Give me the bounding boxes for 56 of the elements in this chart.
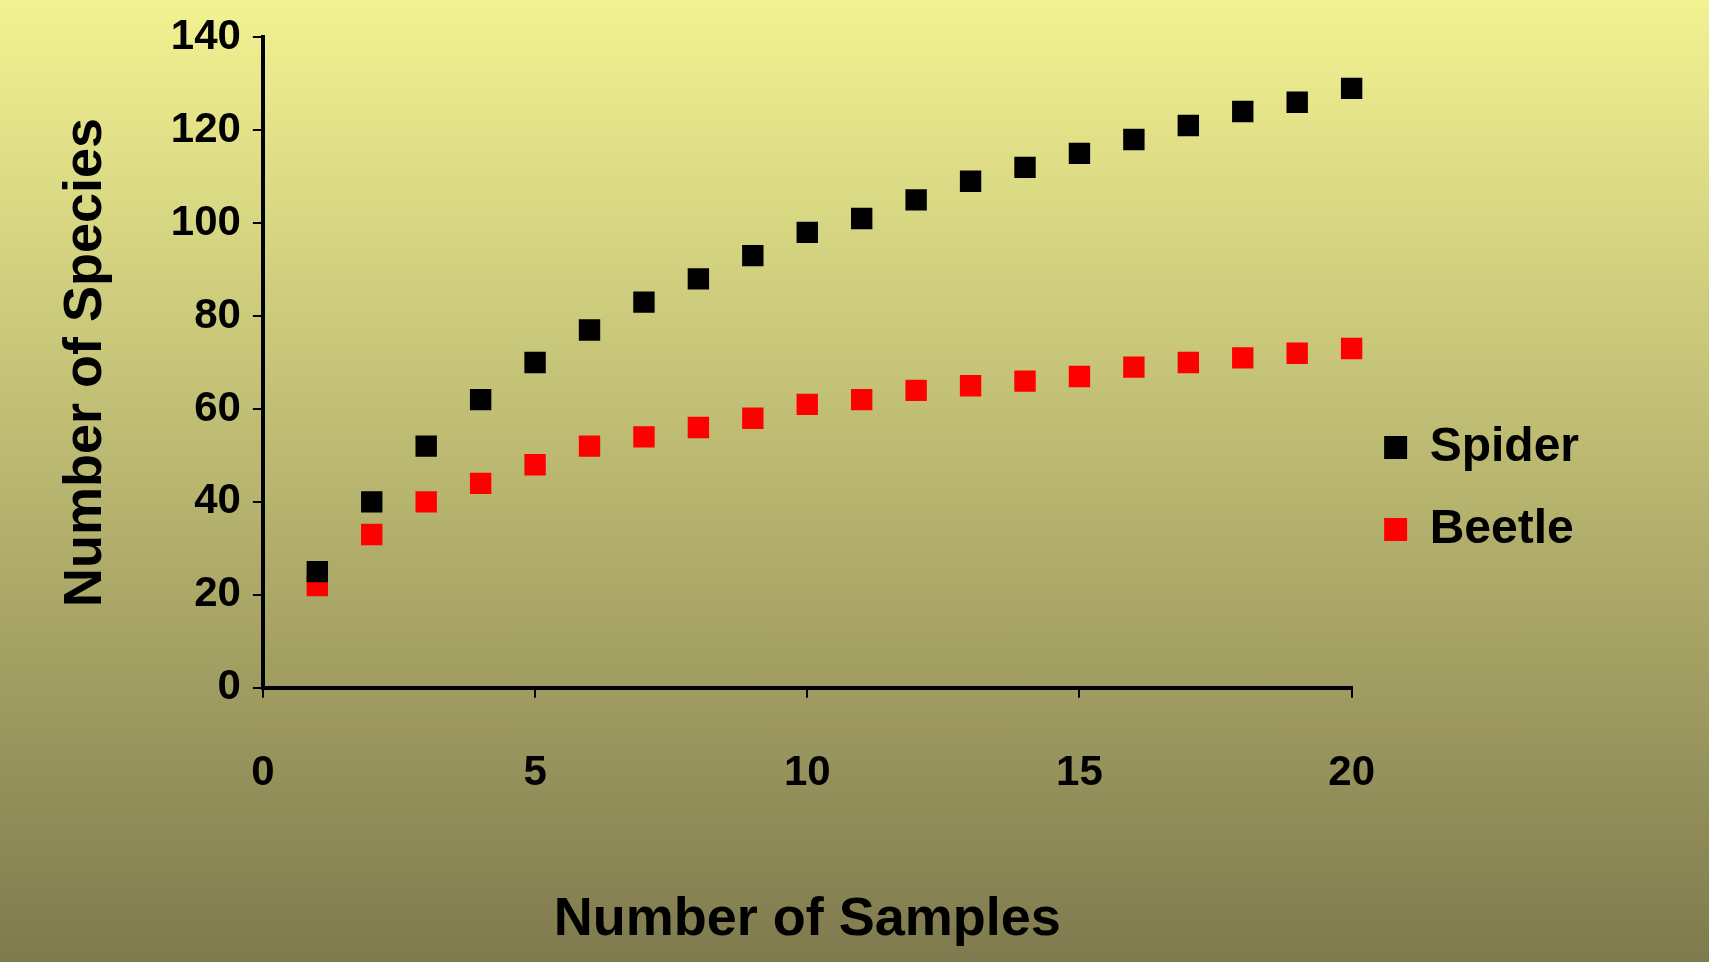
point [1232,100,1254,123]
point [578,319,601,341]
x-tick-label: 15 [1056,746,1103,794]
y-tick-label: 20 [194,568,241,616]
point [1177,114,1200,137]
point [1014,370,1036,392]
point [1177,351,1200,374]
point [796,221,818,244]
point [361,523,383,546]
y-tick-label: 140 [170,10,241,58]
y-tick-label: 100 [170,196,241,244]
point [851,388,873,411]
legend-label: Spider [1429,417,1580,471]
point [905,189,927,211]
point [1232,347,1254,369]
point [469,388,492,411]
point [524,351,546,374]
point [1068,142,1091,165]
legend-label: Beetle [1429,499,1574,553]
y-tick-label: 80 [194,289,241,337]
point [1286,342,1308,364]
x-axis-title: Number of Samples [553,886,1061,947]
y-tick-label: 60 [194,382,241,430]
point [796,393,818,416]
point [959,375,982,397]
point [1286,91,1308,113]
point [1123,128,1145,151]
y-tick-label: 0 [217,661,241,709]
point [742,244,764,267]
point [687,416,710,439]
point [1014,156,1036,179]
point [1340,337,1363,360]
point [1340,77,1363,100]
x-tick-label: 0 [251,746,275,794]
point [415,491,437,513]
y-tick-label: 120 [170,103,241,151]
point [1123,356,1145,378]
point [687,268,710,290]
point [361,491,383,513]
point [959,170,982,192]
x-tick-label: 20 [1328,746,1375,794]
point [1068,365,1091,388]
point [415,435,437,457]
x-tick-label: 5 [523,746,547,794]
point [469,472,492,495]
point [578,435,601,457]
x-tick-label: 10 [783,746,831,794]
point [742,407,764,429]
point [905,379,927,402]
point [524,454,546,476]
y-axis-title: Number of Species [52,117,113,608]
point [633,426,655,448]
point [306,560,329,583]
y-tick-label: 40 [194,475,241,523]
point [633,291,655,313]
point [851,207,873,230]
